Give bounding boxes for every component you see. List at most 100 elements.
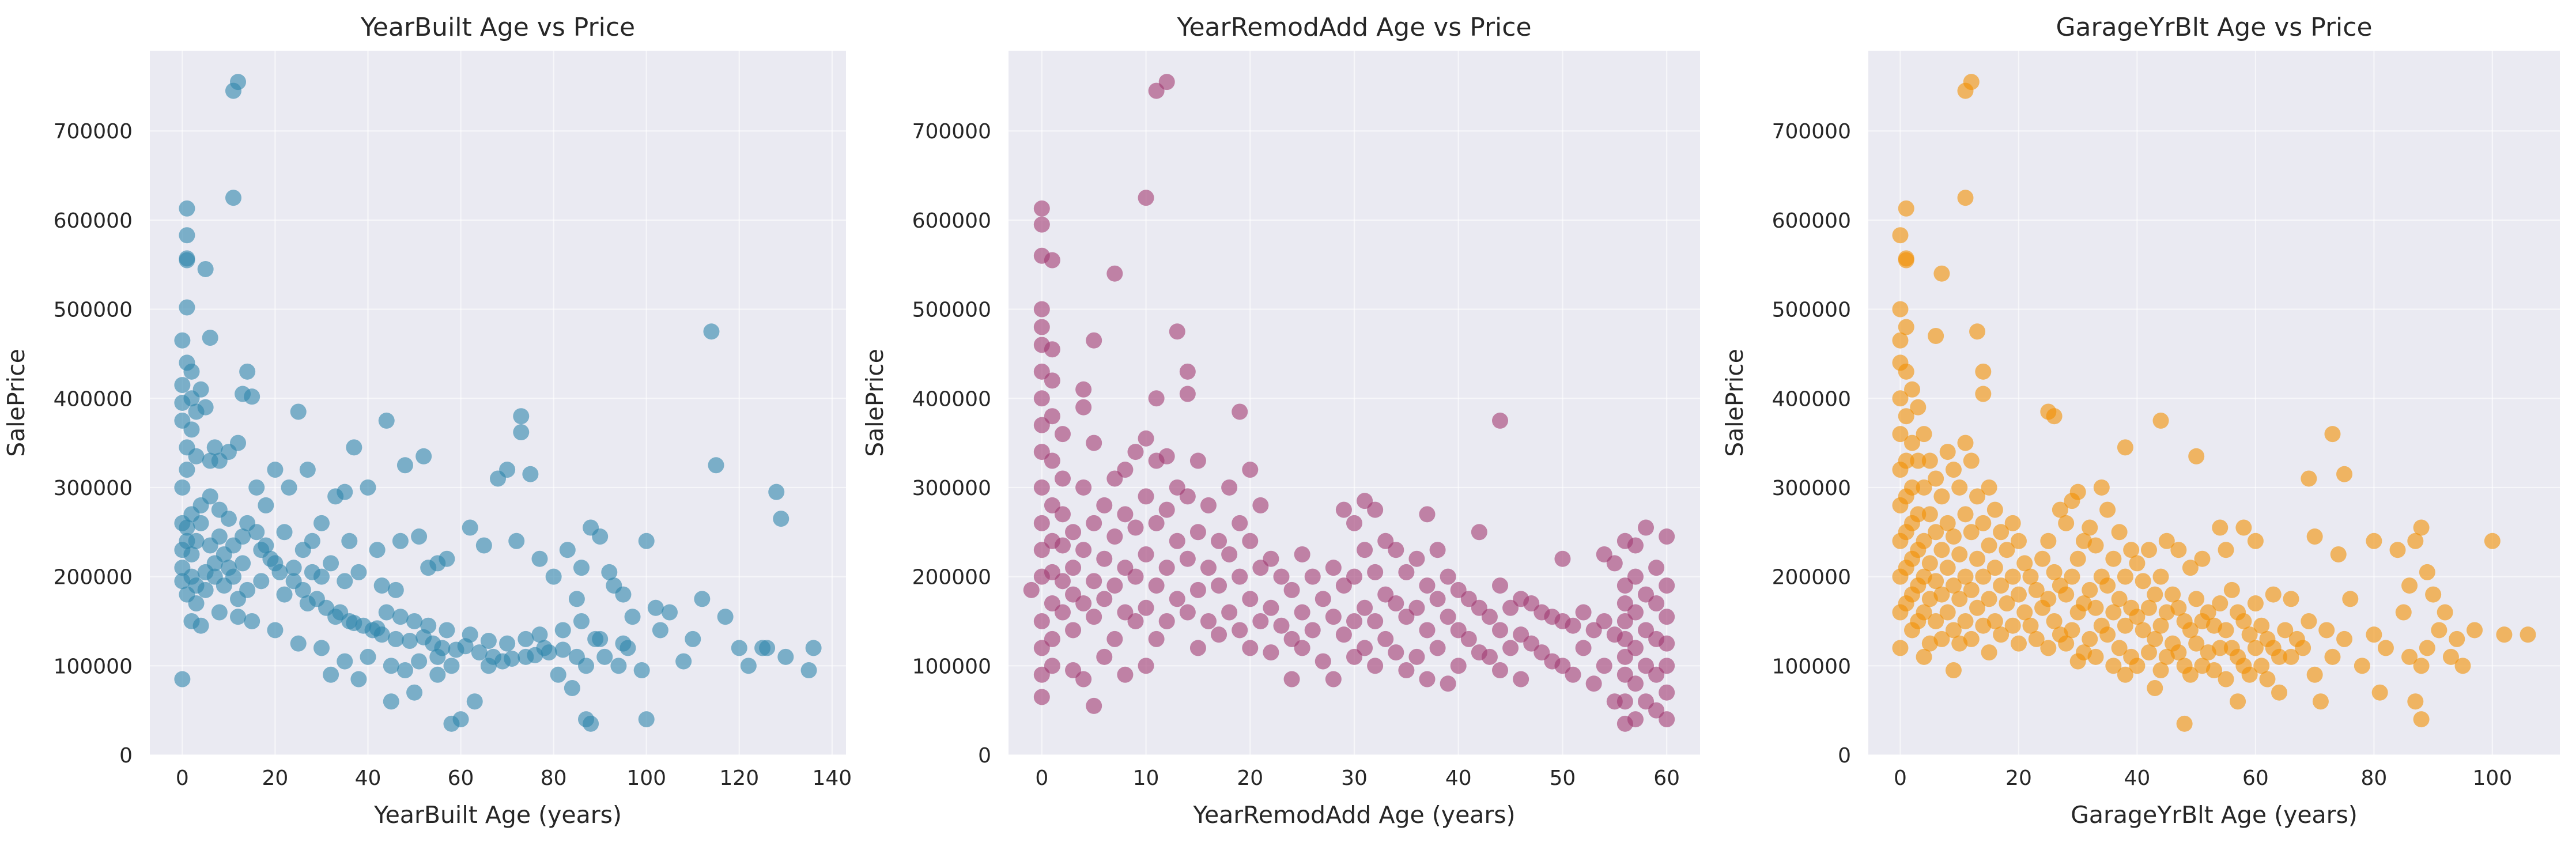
data-point <box>2218 622 2234 639</box>
data-point <box>267 555 284 572</box>
data-point <box>2283 591 2299 607</box>
data-point <box>416 448 432 464</box>
data-point <box>392 532 409 549</box>
data-point <box>2241 666 2258 683</box>
data-point <box>522 466 539 482</box>
data-point <box>1981 591 1997 607</box>
data-point <box>2253 658 2270 674</box>
data-point <box>2087 648 2104 665</box>
y-tick-label: 0 <box>978 744 991 768</box>
data-point <box>1075 479 1092 496</box>
y-tick-label: 200000 <box>54 566 133 590</box>
data-point <box>1986 613 2003 629</box>
data-point <box>1189 640 1206 656</box>
data-point <box>1211 532 1227 549</box>
data-point <box>1096 550 1113 567</box>
data-point <box>346 615 362 632</box>
data-point <box>1232 515 1248 531</box>
data-point <box>499 635 516 652</box>
data-point <box>383 658 399 674</box>
data-point <box>192 515 209 531</box>
data-point <box>2152 662 2169 679</box>
data-point <box>1419 622 1436 639</box>
data-point <box>285 560 302 576</box>
y-tick-label: 300000 <box>54 477 133 500</box>
data-point <box>313 515 330 531</box>
data-point <box>179 462 195 478</box>
data-point <box>2058 635 2075 652</box>
data-point <box>1033 390 1050 407</box>
data-point <box>230 74 247 90</box>
data-point <box>1044 252 1060 269</box>
data-point <box>2301 470 2317 487</box>
data-point <box>559 542 576 558</box>
data-point <box>1200 497 1217 513</box>
data-point <box>281 479 297 496</box>
data-point <box>2395 604 2412 621</box>
y-tick-label: 0 <box>119 744 133 768</box>
data-point <box>1939 515 1956 531</box>
y-tick-label: 500000 <box>912 299 991 322</box>
data-point <box>1659 711 1675 728</box>
data-point <box>1429 591 1446 607</box>
data-point <box>1065 622 1082 639</box>
data-point <box>248 524 265 541</box>
data-point <box>2247 532 2264 549</box>
data-point <box>592 630 609 647</box>
x-tick-label: 10 <box>1133 766 1159 790</box>
data-point <box>717 609 734 625</box>
data-point <box>2366 626 2382 643</box>
data-point <box>2016 604 2033 621</box>
plot-area <box>1868 51 2560 755</box>
data-point <box>1951 546 1968 562</box>
data-point <box>1096 591 1113 607</box>
data-point <box>1138 430 1154 447</box>
data-point <box>1419 671 1436 688</box>
data-point <box>1054 573 1071 590</box>
data-point <box>1999 542 2015 558</box>
data-point <box>452 711 469 728</box>
data-point <box>1513 671 1529 688</box>
data-point <box>550 666 566 683</box>
data-point <box>406 613 423 629</box>
data-point <box>235 528 251 545</box>
data-point <box>2413 711 2430 728</box>
data-point <box>429 666 446 683</box>
data-point <box>513 424 530 441</box>
y-tick-label: 300000 <box>1772 477 1851 500</box>
data-point <box>1335 626 1352 643</box>
data-point <box>1945 528 1962 545</box>
data-point <box>2212 640 2228 656</box>
data-point <box>1892 390 1909 407</box>
data-point <box>2413 658 2430 674</box>
data-point <box>2111 640 2128 656</box>
data-point <box>1346 515 1362 531</box>
chart-title: YearRemodAdd Age vs Price <box>1176 13 1531 42</box>
data-point <box>346 439 362 456</box>
data-point <box>2431 622 2447 639</box>
data-point <box>2034 550 2051 567</box>
data-point <box>276 586 293 603</box>
data-point <box>2330 546 2347 562</box>
data-point <box>1429 640 1446 656</box>
data-point <box>1945 662 1962 679</box>
data-point <box>2129 555 2146 572</box>
chart-title: GarageYrBlt Age vs Price <box>2056 13 2372 42</box>
data-point <box>337 573 353 590</box>
data-point <box>1294 640 1310 656</box>
data-point <box>294 542 311 558</box>
data-point <box>1993 626 2010 643</box>
data-point <box>1492 412 1509 429</box>
data-point <box>183 363 200 380</box>
data-point <box>313 640 330 656</box>
data-point <box>174 671 191 688</box>
data-point <box>1986 501 2003 518</box>
data-point <box>1398 662 1415 679</box>
data-point <box>1044 630 1060 647</box>
data-point <box>2182 560 2199 576</box>
data-point <box>327 609 344 625</box>
data-point <box>1993 524 2010 541</box>
data-point <box>341 532 358 549</box>
data-point <box>2247 595 2264 612</box>
data-point <box>1502 640 1519 656</box>
